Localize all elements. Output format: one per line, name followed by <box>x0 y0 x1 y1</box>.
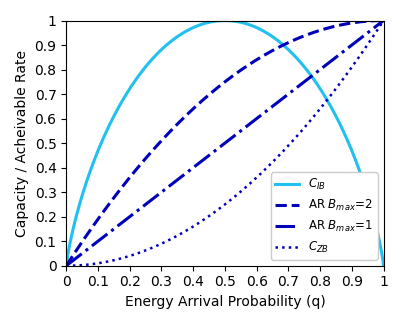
AR $B_{max}$=1 <box>80 251 85 255</box>
$C_{ZB}$ <box>64 264 69 268</box>
$C_{IB}$ <box>381 264 386 268</box>
$C_{IB}$ <box>314 81 319 85</box>
X-axis label: Energy Arrival Probability (q): Energy Arrival Probability (q) <box>125 295 325 309</box>
AR $B_{max}$=1 <box>372 26 377 30</box>
AR $B_{max}$=2 <box>381 18 386 22</box>
AR $B_{max}$=1 <box>210 151 214 155</box>
$C_{IB}$ <box>372 218 377 222</box>
AR $B_{max}$=2 <box>314 29 318 33</box>
$C_{IB}$ <box>222 18 227 22</box>
Y-axis label: Capacity / Acheivable Rate: Capacity / Acheivable Rate <box>15 50 29 237</box>
Legend: $C_{IB}$, AR $B_{max}$=2, AR $B_{max}$=1, $C_{ZB}$: $C_{IB}$, AR $B_{max}$=2, AR $B_{max}$=1… <box>271 172 378 260</box>
AR $B_{max}$=2 <box>210 90 214 94</box>
AR $B_{max}$=2 <box>372 19 377 23</box>
AR $B_{max}$=2 <box>218 83 223 87</box>
$C_{IB}$ <box>372 217 377 221</box>
AR $B_{max}$=2 <box>64 264 69 268</box>
AR $B_{max}$=1 <box>218 145 223 148</box>
AR $B_{max}$=1 <box>314 71 318 75</box>
Line: AR $B_{max}$=2: AR $B_{max}$=2 <box>66 20 384 266</box>
Line: $C_{ZB}$: $C_{ZB}$ <box>66 20 384 266</box>
AR $B_{max}$=1 <box>372 26 377 29</box>
$C_{ZB}$ <box>218 206 223 210</box>
AR $B_{max}$=2 <box>80 239 85 243</box>
$C_{ZB}$ <box>314 112 318 116</box>
$C_{ZB}$ <box>210 212 214 216</box>
AR $B_{max}$=1 <box>381 18 386 22</box>
$C_{IB}$ <box>218 19 223 23</box>
$C_{IB}$ <box>210 20 214 24</box>
$C_{ZB}$ <box>372 33 377 37</box>
$C_{ZB}$ <box>381 18 386 22</box>
$C_{ZB}$ <box>80 263 85 267</box>
AR $B_{max}$=2 <box>372 19 377 23</box>
$C_{IB}$ <box>80 192 85 196</box>
$C_{ZB}$ <box>372 33 377 37</box>
Line: AR $B_{max}$=1: AR $B_{max}$=1 <box>66 20 384 266</box>
AR $B_{max}$=1 <box>64 264 69 268</box>
$C_{IB}$ <box>64 264 69 268</box>
Line: $C_{IB}$: $C_{IB}$ <box>66 20 384 266</box>
